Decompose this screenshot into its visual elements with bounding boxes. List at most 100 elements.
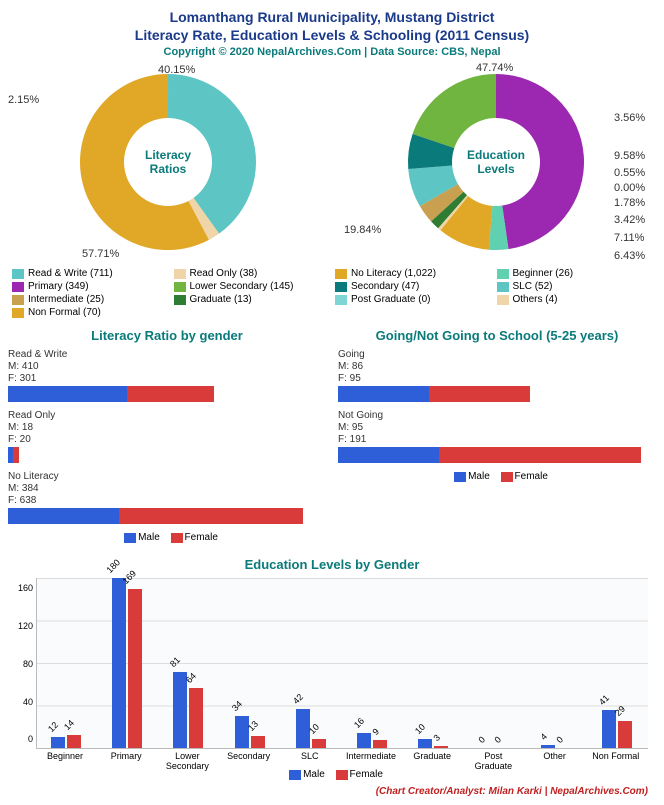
donut-literacy: Literacy Ratios 40.15% 2.15% 57.71% bbox=[8, 62, 328, 262]
pct-label: 6.43% bbox=[614, 250, 645, 262]
vbar-value: 41 bbox=[597, 693, 611, 707]
legend-swatch bbox=[12, 308, 24, 318]
donut-education: Education Levels 47.74%3.56%9.58%0.55%0.… bbox=[336, 62, 656, 262]
legend-swatch bbox=[497, 282, 509, 292]
pct-label: 3.42% bbox=[614, 214, 645, 226]
vbar-female: 14 bbox=[67, 735, 81, 748]
legend-item: Read Only (38) bbox=[174, 268, 330, 279]
male-label: Male bbox=[138, 532, 160, 543]
y-tick: 0 bbox=[28, 734, 33, 744]
vbar-group: 16 9 bbox=[349, 733, 395, 748]
pct-label: 1.78% bbox=[614, 197, 645, 209]
male-label: Male bbox=[303, 769, 325, 780]
vbar-group: 34 13 bbox=[227, 716, 273, 748]
legend-label: Post Graduate (0) bbox=[351, 294, 430, 305]
education-by-gender: Education Levels by Gender 04080120160 1… bbox=[8, 557, 656, 780]
hbar-row: Not GoingM: 95F: 191 bbox=[338, 410, 656, 463]
legend-swatch bbox=[12, 269, 24, 279]
vbar-group: 81 64 bbox=[165, 672, 211, 749]
vbar-category: Beginner bbox=[38, 751, 92, 761]
title-line1: Lomanthang Rural Municipality, Mustang D… bbox=[8, 8, 656, 26]
combined-legend: Read & Write (711) Read Only (38) No Liter… bbox=[12, 268, 652, 318]
vbar-value: 3 bbox=[432, 732, 443, 743]
legend-swatch bbox=[12, 282, 24, 292]
legend-swatch bbox=[335, 282, 347, 292]
vbar-female: 3 bbox=[434, 746, 448, 749]
vbar-category: SLC bbox=[283, 751, 337, 761]
vbar-group: 12 14 bbox=[43, 735, 89, 748]
vbar-group: 10 3 bbox=[410, 739, 456, 748]
vbar-female: 10 bbox=[312, 739, 326, 748]
legend-swatch bbox=[174, 269, 186, 279]
vbar-male: 81 bbox=[173, 672, 187, 749]
hbar-male bbox=[8, 508, 119, 524]
vbar-value: 10 bbox=[413, 722, 427, 736]
school-going: Going/Not Going to School (5-25 years) G… bbox=[338, 328, 656, 543]
pct-label: 47.74% bbox=[476, 62, 513, 74]
legend-swatch bbox=[497, 295, 509, 305]
hbar-label: Read & WriteM: 410F: 301 bbox=[8, 349, 326, 385]
hbar-label: GoingM: 86F: 95 bbox=[338, 349, 656, 385]
legend-swatch bbox=[335, 295, 347, 305]
hbar-left-title: Literacy Ratio by gender bbox=[8, 328, 326, 343]
hbar-female bbox=[439, 447, 641, 463]
vbar-value: 14 bbox=[62, 718, 76, 732]
legend-label: Intermediate (25) bbox=[28, 294, 104, 305]
donut1-center: Literacy Ratios bbox=[128, 148, 208, 176]
legend-item: Beginner (26) bbox=[497, 268, 653, 279]
legend-item: Lower Secondary (145) bbox=[174, 281, 330, 292]
vbar-value: 34 bbox=[230, 699, 244, 713]
legend-item: Read & Write (711) bbox=[12, 268, 168, 279]
legend-item: Graduate (13) bbox=[174, 294, 330, 305]
legend-label: Graduate (13) bbox=[190, 294, 252, 305]
legend-label: SLC (52) bbox=[513, 281, 553, 292]
pct-label: 0.55% bbox=[614, 167, 645, 179]
hbar-track bbox=[8, 447, 326, 463]
vbar-female: 64 bbox=[189, 688, 203, 748]
donut-row: Literacy Ratios 40.15% 2.15% 57.71% Educat… bbox=[8, 62, 656, 262]
legend-item: No Literacy (1,022) bbox=[335, 268, 491, 279]
vbar-value: 9 bbox=[370, 726, 381, 737]
hbar-track bbox=[338, 386, 656, 402]
chart-credit: (Chart Creator/Analyst: Milan Karki | Ne… bbox=[8, 786, 648, 797]
pct-label: 40.15% bbox=[158, 64, 195, 76]
female-label: Female bbox=[185, 532, 218, 543]
vbar-value: 0 bbox=[554, 735, 565, 746]
vbar-value: 81 bbox=[168, 655, 182, 669]
vbar-female: 9 bbox=[373, 740, 387, 749]
hbar-label: Read OnlyM: 18F: 20 bbox=[8, 410, 326, 446]
vbar-category: Lower Secondary bbox=[160, 751, 214, 771]
legend-label: No Literacy (1,022) bbox=[351, 268, 436, 279]
hbar-female bbox=[127, 386, 214, 402]
pct-label: 3.56% bbox=[614, 112, 645, 124]
vbar-category: Graduate bbox=[405, 751, 459, 761]
title-line2: Literacy Rate, Education Levels & School… bbox=[8, 26, 656, 44]
vbar-value: 0 bbox=[477, 735, 488, 746]
vbar-female: 29 bbox=[618, 721, 632, 748]
vbar-value: 0 bbox=[493, 735, 504, 746]
vbar-female: 169 bbox=[128, 589, 142, 749]
female-label: Female bbox=[350, 769, 383, 780]
gender-legend-right: Male Female bbox=[338, 471, 656, 482]
legend-item: Primary (349) bbox=[12, 281, 168, 292]
vbar-male: 10 bbox=[418, 739, 432, 748]
legend-item: Non Formal (70) bbox=[12, 307, 168, 318]
pct-label: 57.71% bbox=[82, 248, 119, 260]
vbar-male: 4 bbox=[541, 745, 555, 749]
hbar-male bbox=[8, 386, 127, 402]
legend-item: Intermediate (25) bbox=[12, 294, 168, 305]
pct-label: 2.15% bbox=[8, 94, 39, 106]
hbar-row: Read OnlyM: 18F: 20 bbox=[8, 410, 326, 463]
legend-label: Primary (349) bbox=[28, 281, 89, 292]
legend-swatch bbox=[335, 269, 347, 279]
y-tick: 160 bbox=[18, 583, 33, 593]
hbar-male bbox=[338, 386, 429, 402]
pct-label: 19.84% bbox=[344, 224, 381, 236]
donut2-center: Education Levels bbox=[456, 148, 536, 176]
male-label: Male bbox=[468, 471, 490, 482]
vbar-male: 16 bbox=[357, 733, 371, 748]
legend-swatch bbox=[497, 269, 509, 279]
vbar-group: 41 29 bbox=[594, 710, 640, 749]
gender-legend-left: Male Female bbox=[8, 532, 326, 543]
vbar-male: 12 bbox=[51, 737, 65, 748]
